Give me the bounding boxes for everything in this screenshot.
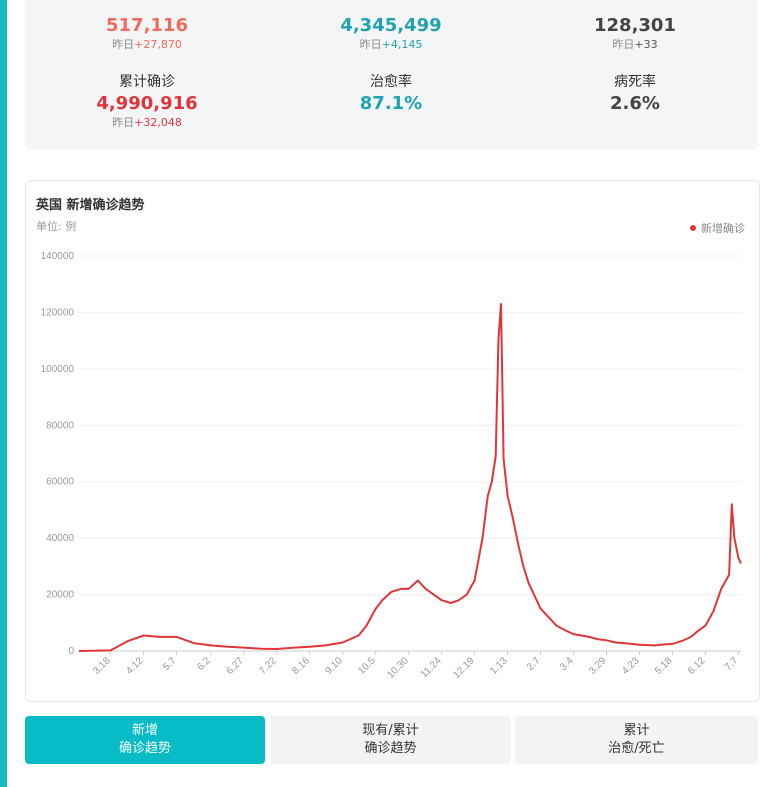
- chart-tabs: 新增 确诊趋势 现有/累计 确诊趋势 累计 治愈/死亡: [25, 716, 758, 764]
- x-tick-label: 8.16: [290, 655, 312, 677]
- tab-label-line2: 确诊趋势: [118, 741, 171, 756]
- tab-cumulative-recovered-deaths[interactable]: 累计 治愈/死亡: [515, 716, 758, 764]
- legend-label: 新增确诊: [701, 222, 745, 235]
- y-tick-label: 20000: [46, 590, 74, 601]
- stat-recovery-rate: 治愈率 87.1%: [269, 72, 513, 116]
- chart-card: 英国 新增确诊趋势 单位: 例 新增确诊 0 20000 40000 60000 800…: [25, 180, 760, 702]
- x-tick-label: 6.27: [224, 655, 246, 677]
- x-tick-label: 3.4: [558, 655, 576, 673]
- stat-current-confirmed: 517,116 昨日+27,870: [25, 14, 269, 52]
- stat-value: 128,301: [594, 15, 676, 36]
- stat-value: 517,116: [106, 15, 188, 36]
- chart-legend[interactable]: 新增确诊: [690, 220, 745, 236]
- x-tick-label: 10.5: [356, 655, 378, 677]
- stat-delta: 昨日+4,145: [359, 38, 423, 51]
- chart-unit: 单位: 例: [36, 220, 77, 233]
- x-tick-label: 1.13: [488, 655, 510, 677]
- y-tick-label: 120000: [41, 307, 75, 318]
- stat-fatality-rate: 病死率 2.6%: [513, 72, 757, 116]
- stat-recovered: 4,345,499 昨日+4,145: [269, 14, 513, 52]
- stat-value: 87.1%: [359, 93, 423, 114]
- stat-delta: 昨日+27,870: [112, 38, 182, 51]
- x-tick-label: 7.22: [257, 655, 279, 677]
- stat-value: 4,990,916: [96, 93, 198, 114]
- x-tick-label: 2.7: [525, 655, 543, 673]
- y-tick-label: 140000: [41, 251, 75, 262]
- stat-delta: 昨日+32,048: [112, 116, 182, 129]
- x-tick-label: 6.12: [686, 655, 708, 677]
- x-tick-label: 9.10: [323, 655, 345, 677]
- stat-label: 累计确诊: [119, 74, 175, 90]
- y-tick-label: 60000: [46, 477, 74, 488]
- x-tick-label: 5.7: [161, 655, 179, 673]
- stat-value: 4,345,499: [340, 15, 442, 36]
- tab-label-line2: 确诊趋势: [364, 741, 417, 756]
- tab-current-cumulative[interactable]: 现有/累计 确诊趋势: [270, 716, 511, 764]
- stat-delta: 昨日+33: [612, 38, 658, 51]
- chart-title: 英国 新增确诊趋势: [36, 198, 145, 213]
- x-tick-label: 4.23: [620, 655, 642, 677]
- tab-label-line1: 新增: [131, 723, 158, 738]
- y-tick-label: 100000: [41, 364, 75, 375]
- tab-new-confirmed[interactable]: 新增 确诊趋势: [25, 716, 265, 764]
- x-tick-label: 5.18: [653, 655, 675, 677]
- tab-label-line1: 现有/累计: [362, 723, 419, 738]
- y-tick-label: 40000: [46, 533, 74, 544]
- stat-label: 治愈率: [370, 74, 412, 90]
- stat-deaths: 128,301 昨日+33: [513, 14, 757, 52]
- tab-label-line1: 累计: [623, 723, 650, 738]
- x-tick-label: 7.7: [723, 655, 741, 673]
- x-tick-label: 11.24: [419, 655, 444, 680]
- x-tick-label: 4.12: [124, 655, 146, 677]
- stat-total-confirmed: 累计确诊 4,990,916 昨日+32,048: [25, 72, 269, 130]
- stat-label: 病死率: [614, 74, 656, 90]
- series-line-new-confirmed: [78, 303, 742, 652]
- x-tick-label: 10.30: [385, 655, 411, 681]
- stat-value: 2.6%: [610, 93, 660, 114]
- chart-plot: 0 20000 40000 60000 80000 100000 120000 140000 3…: [41, 251, 742, 681]
- x-tick-label: 12.19: [451, 655, 477, 681]
- y-tick-label: 0: [68, 646, 74, 657]
- stats-panel: 517,116 昨日+27,870 4,345,499 昨日+4,145 128…: [25, 0, 758, 150]
- tab-label-line2: 治愈/死亡: [608, 741, 665, 756]
- x-tick-label: 6.2: [195, 655, 213, 673]
- legend-dot-icon: [690, 225, 696, 231]
- accent-sidebar-bar: [0, 0, 7, 787]
- x-tick-label: 3.29: [587, 655, 609, 677]
- y-tick-label: 80000: [46, 420, 74, 431]
- x-tick-label: 3.18: [91, 655, 113, 677]
